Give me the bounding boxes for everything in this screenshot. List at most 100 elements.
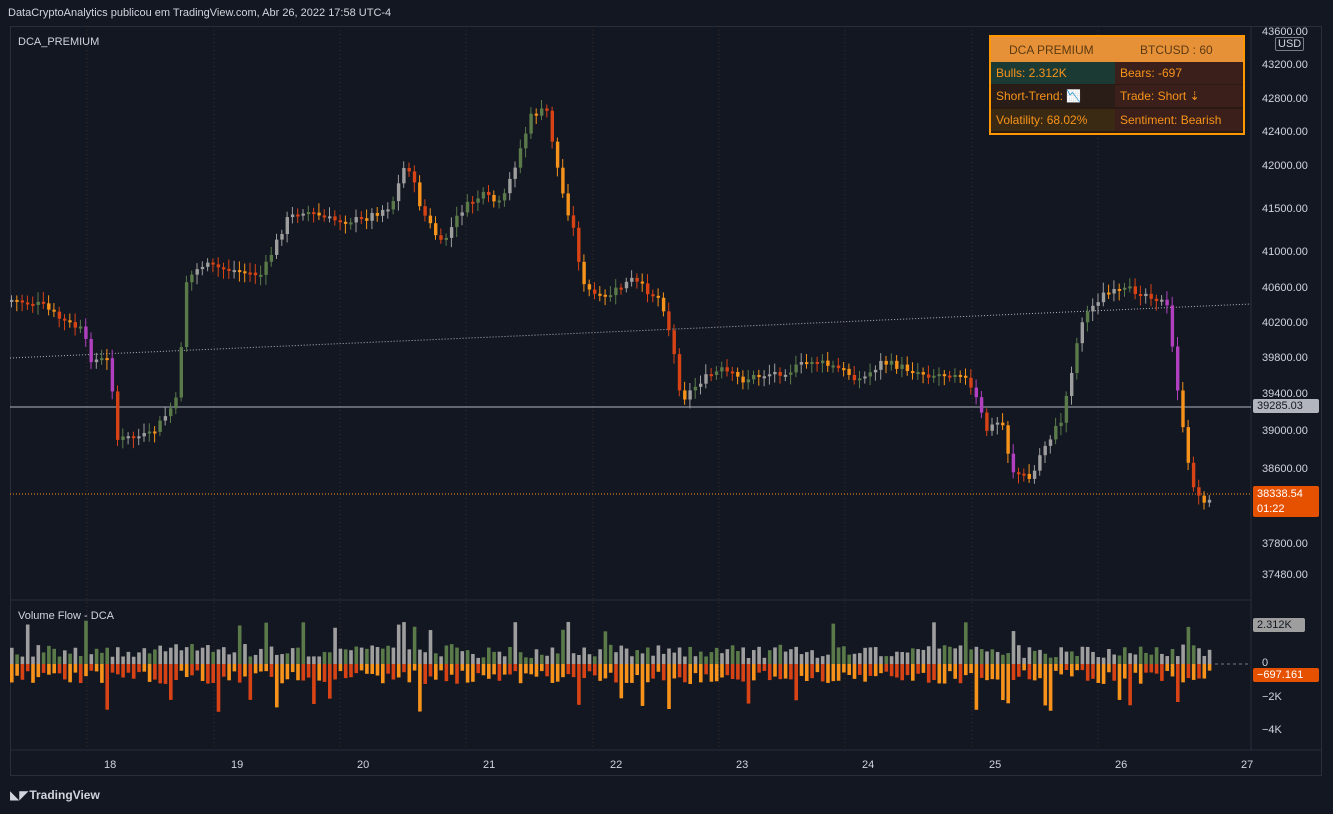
volume-bar-bull	[598, 649, 602, 664]
volume-bar-bull	[958, 645, 963, 664]
candle	[290, 214, 295, 218]
volume-bar-bear	[1144, 664, 1148, 673]
volume-bar-bear	[926, 664, 931, 683]
volume-bar-bear	[68, 664, 72, 683]
candle	[354, 217, 358, 223]
volume-bar-bull	[36, 645, 41, 664]
candle	[349, 222, 353, 225]
volume-pane-title[interactable]: Volume Flow - DCA	[18, 610, 114, 622]
currency-badge[interactable]: USD	[1275, 37, 1305, 51]
time-tick: 23	[736, 759, 749, 771]
volume-bar-bear	[285, 664, 290, 680]
volume-bar-bull	[651, 655, 655, 664]
candle	[958, 374, 963, 377]
volume-bar-bear	[317, 664, 321, 681]
indicator-name[interactable]: DCA_PREMIUM	[18, 36, 100, 48]
candle	[953, 374, 957, 377]
candle	[524, 133, 528, 149]
time-tick: 20	[357, 759, 370, 771]
price-tick: 42400.00	[1262, 126, 1308, 138]
candle	[518, 148, 523, 168]
volume-bar-bear	[78, 664, 83, 684]
candle	[783, 374, 788, 377]
volume-bar-bull	[1144, 652, 1148, 664]
volume-bar-bear	[15, 664, 19, 676]
volume-bar-bull	[15, 654, 19, 664]
candle	[31, 303, 35, 306]
volume-bar-bull	[1138, 646, 1143, 664]
candle	[200, 266, 205, 270]
candle	[534, 113, 539, 116]
hline-price-tag: 39285.03	[1253, 399, 1319, 413]
candle	[190, 274, 194, 283]
volume-bar-bull	[412, 626, 417, 664]
price-tick: 42800.00	[1262, 93, 1308, 105]
chart-frame[interactable]	[10, 26, 1322, 776]
volume-bar-bear	[736, 664, 740, 680]
candle	[603, 294, 607, 297]
volume-bar-bear	[932, 664, 936, 681]
volume-bar-bull	[391, 647, 396, 664]
volume-bar-bear	[720, 664, 724, 678]
volume-bar-bear	[147, 664, 152, 682]
volume-bar-bull	[757, 646, 761, 664]
volume-bar-bull	[508, 647, 512, 664]
trade-cell: Trade: Short ⇣	[1115, 85, 1243, 107]
volume-bar-bull	[799, 654, 804, 664]
volume-bar-bear	[778, 664, 783, 680]
candle	[163, 416, 168, 421]
volume-bar-bull	[476, 657, 480, 664]
candle	[926, 374, 931, 378]
tradingview-brand[interactable]: ◣◤ TradingView	[10, 788, 100, 802]
volume-bar-bull	[343, 649, 348, 664]
candle	[789, 372, 793, 375]
volume-bar-bear	[375, 664, 380, 676]
trend-line[interactable]	[9, 303, 1252, 359]
volume-bar-bull	[407, 649, 412, 664]
candle	[174, 397, 178, 409]
candle	[1154, 298, 1159, 301]
volume-bar-bear	[142, 664, 147, 672]
volume-bar-bull	[783, 651, 788, 664]
volume-bar-bull	[1027, 647, 1032, 664]
volume-bar-bear	[1022, 664, 1026, 671]
volume-bar-bull	[126, 651, 131, 664]
volume-bar-bear	[10, 664, 14, 683]
candle	[41, 301, 46, 304]
volume-bar-bear	[598, 664, 602, 681]
candle	[831, 365, 835, 368]
candle	[1117, 288, 1122, 291]
candle	[89, 338, 93, 363]
volume-bar-bear	[343, 664, 348, 679]
volume-bar-bear	[518, 664, 523, 684]
short-trend-cell: Short-Trend: 📉	[991, 85, 1115, 107]
volume-bar-bull	[868, 647, 873, 664]
volume-bar-bear	[63, 664, 67, 680]
volume-bar-bear	[502, 664, 507, 675]
volume-bar-bull	[502, 656, 507, 664]
volume-bar-bull	[52, 648, 56, 664]
candle	[449, 227, 454, 238]
candle	[757, 374, 761, 377]
candle	[937, 374, 941, 377]
volume-bar-bear	[730, 664, 735, 679]
volume-bar-bull	[534, 649, 539, 664]
time-tick: 19	[231, 759, 244, 771]
price-tick: 39800.00	[1262, 352, 1308, 364]
volume-bar-bull	[444, 645, 449, 664]
candle	[126, 436, 130, 439]
volume-bar-bear	[439, 664, 443, 671]
volume-bar-bull	[492, 651, 496, 664]
candle	[365, 218, 369, 221]
volume-bar-bear	[858, 664, 862, 675]
candle	[142, 432, 146, 437]
volume-bar-bull	[614, 652, 618, 664]
volume-bar-bull	[31, 656, 35, 664]
candle	[502, 193, 507, 201]
volume-bar-bull	[1096, 657, 1101, 664]
volume-bar-bear	[200, 664, 205, 681]
candle	[508, 178, 512, 194]
candle	[460, 212, 464, 216]
volume-bar-bull	[826, 654, 830, 664]
